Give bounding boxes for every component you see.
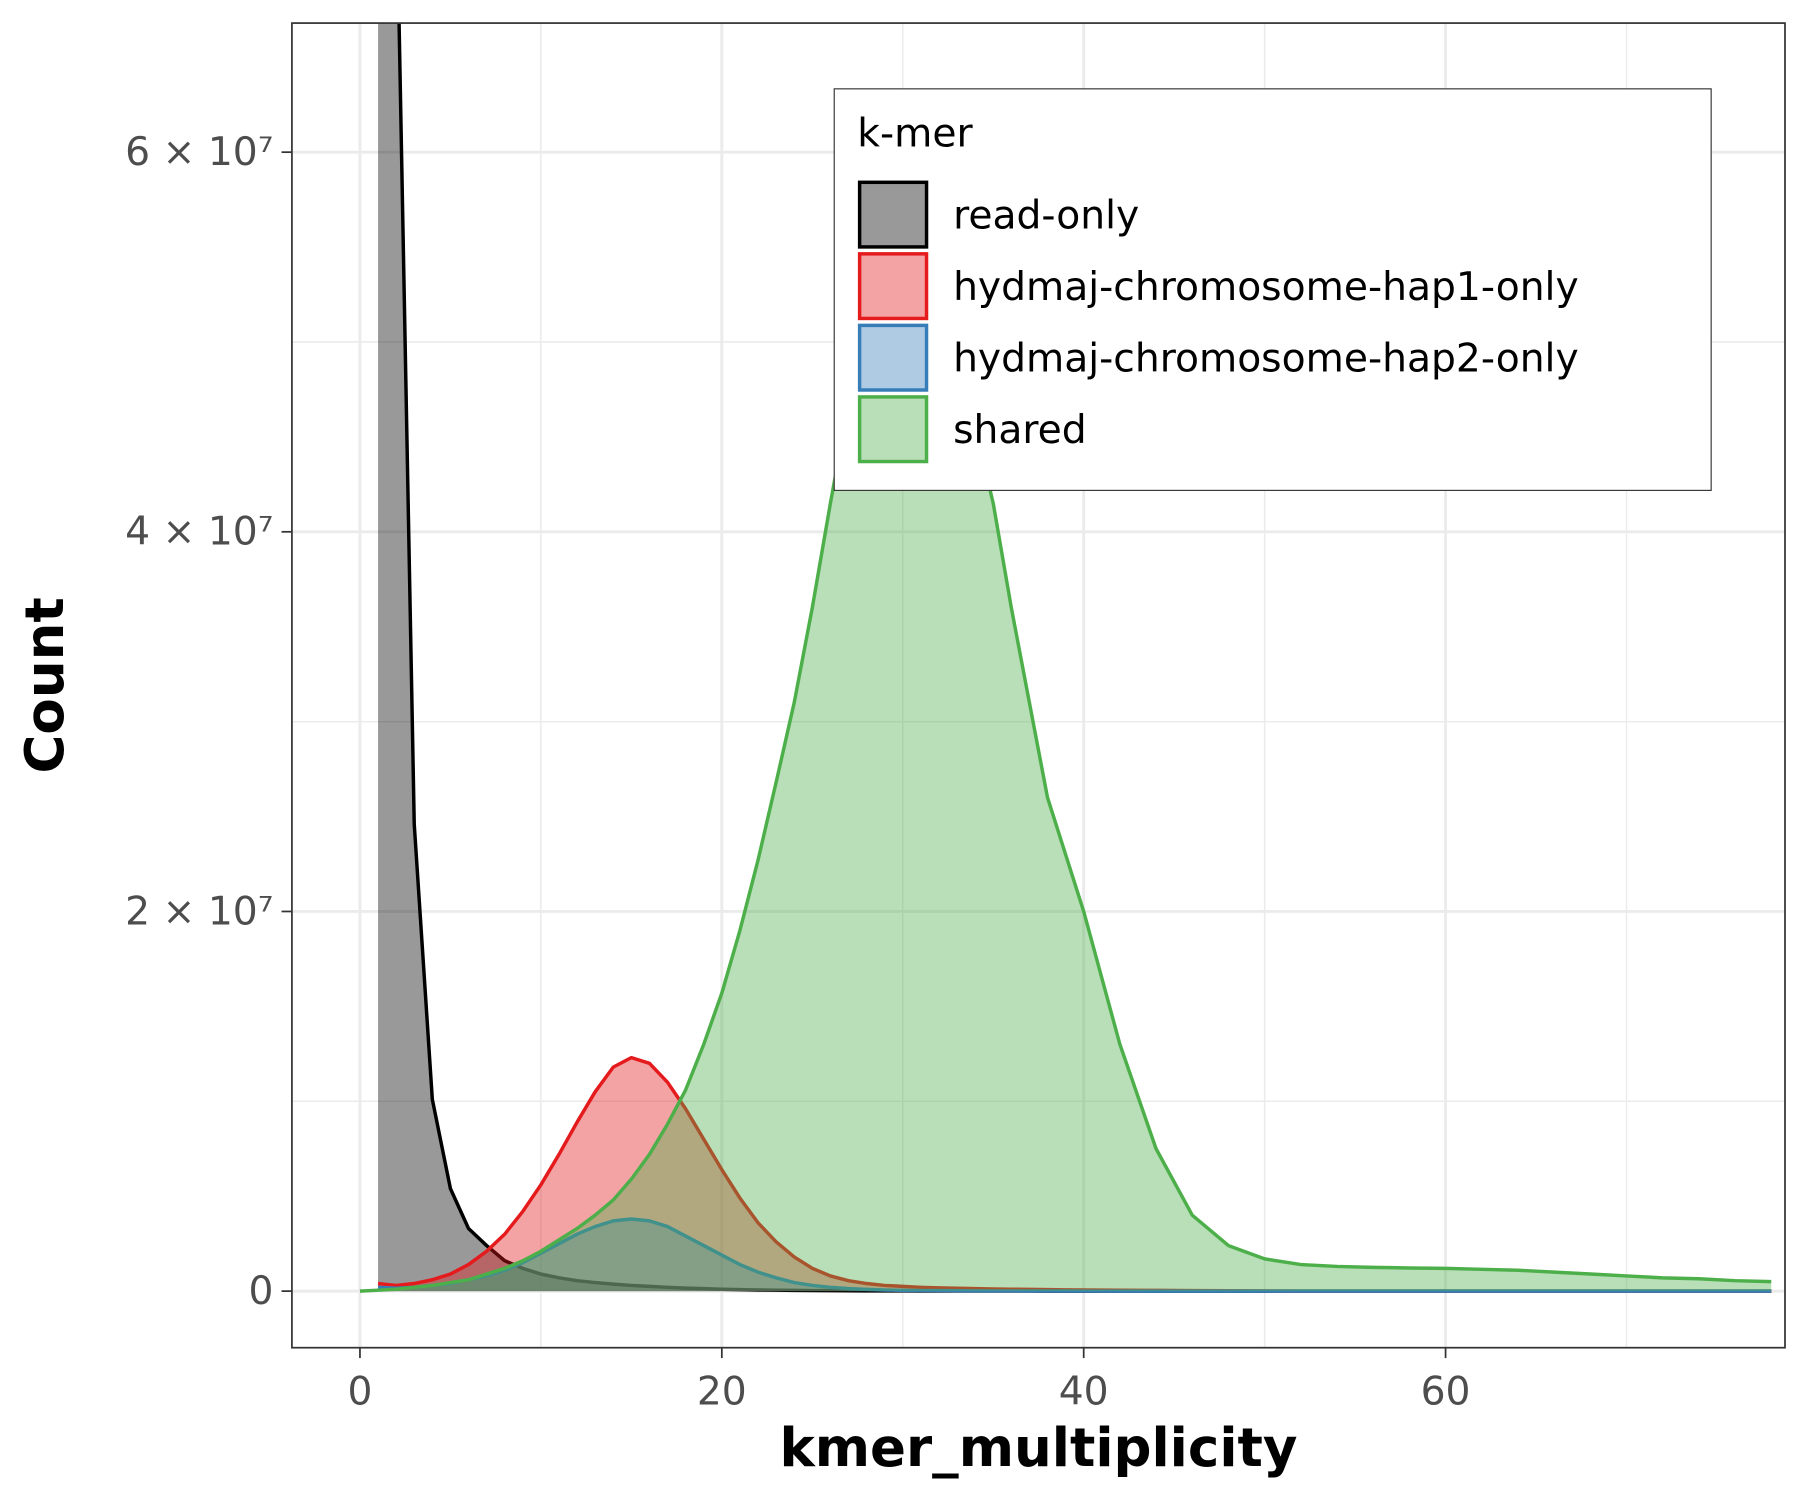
- y-tick-label: 0: [249, 1269, 274, 1314]
- area-fill: [359, 256, 1772, 1292]
- area-fill: [378, 1057, 1772, 1292]
- y-tick-label: 6 × 10⁷: [125, 130, 273, 175]
- panel-border: [291, 22, 1786, 1349]
- x-axis-title: kmer_multiplicity: [779, 1417, 1297, 1479]
- area-fill: [378, 1218, 1772, 1292]
- legend-key-fill: [859, 253, 927, 319]
- legend-key: [857, 323, 929, 392]
- legend-key: [857, 252, 929, 321]
- x-tick-label: 0: [347, 1369, 372, 1414]
- legend-key-fill: [859, 182, 927, 247]
- legend-label: shared: [953, 408, 1087, 453]
- area-line: [377, 1217, 1772, 1293]
- x-tick-label: 60: [1421, 1369, 1471, 1414]
- legend-box: [833, 88, 1712, 491]
- legend-label: read-only: [953, 194, 1139, 239]
- y-tick-label: 4 × 10⁷: [125, 510, 273, 555]
- x-tick-label: 20: [697, 1369, 747, 1414]
- legend-key-fill: [859, 325, 927, 390]
- legend-key: [857, 180, 929, 249]
- y-tick-label: 2 × 10⁷: [125, 889, 273, 934]
- legend-key-fill: [859, 396, 927, 462]
- legend-label: hydmaj-chromosome-hap2-only: [953, 337, 1579, 382]
- legend-label: hydmaj-chromosome-hap1-only: [953, 265, 1579, 310]
- y-axis-title: Count: [14, 597, 76, 773]
- legend-key: [857, 395, 929, 464]
- x-tick-label: 40: [1059, 1369, 1109, 1414]
- legend-title: k-mer: [857, 112, 973, 157]
- legend: k-mer read-only hydmaj-chromosome-hap1-on…: [833, 88, 1712, 491]
